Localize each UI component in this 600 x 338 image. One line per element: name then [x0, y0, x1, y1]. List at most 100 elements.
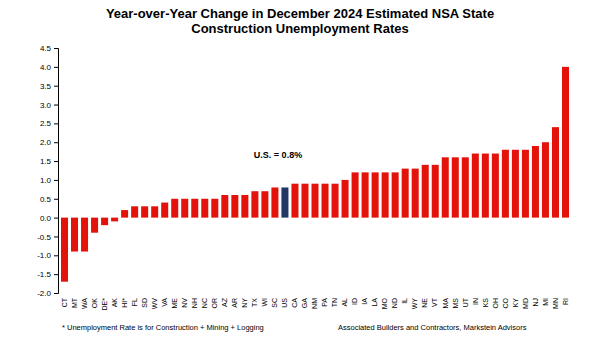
x-tick: WY: [411, 298, 418, 310]
y-axis: -2.0-1.5-1.0-0.50.00.51.01.52.02.53.03.5…: [37, 44, 58, 298]
bar: [101, 218, 108, 226]
bar: [281, 187, 288, 217]
bar: [201, 199, 208, 218]
x-tick-label: NH: [191, 298, 198, 308]
x-tick-label: NJ: [532, 298, 539, 307]
x-tick-label: VA: [161, 298, 168, 307]
bar: [452, 157, 459, 217]
x-tick: TN: [331, 298, 338, 307]
x-tick-label: TN: [331, 298, 338, 307]
title: Year-over-Year Change in December 2024 E…: [106, 6, 494, 36]
y-tick-mark: [54, 142, 58, 143]
bar: [221, 195, 228, 218]
bar: [251, 191, 258, 217]
y-tick-label: 1.5: [40, 157, 52, 166]
bar: [512, 150, 519, 218]
x-tick-label: PA: [321, 298, 328, 307]
y-tick: 2.5: [40, 119, 58, 128]
y-tick: 4.5: [40, 44, 58, 53]
x-tick: AR: [231, 298, 238, 308]
y-tick-mark: [54, 48, 58, 49]
bar: [522, 150, 529, 218]
y-tick: 1.0: [40, 176, 58, 185]
x-tick: IL: [401, 298, 408, 304]
x-tick: NM: [311, 298, 318, 309]
y-tick: -1.5: [37, 270, 58, 279]
x-tick-label: US: [281, 298, 288, 308]
x-tick-label: NC: [201, 298, 208, 308]
x-tick: MI: [542, 298, 549, 306]
x-tick-label: WA: [81, 298, 88, 309]
y-tick-mark: [54, 255, 58, 256]
x-tick: AL: [341, 298, 348, 307]
note: Associated Builders and Contractors, Mar…: [338, 323, 527, 332]
y-tick-mark: [54, 293, 58, 294]
bar: [462, 157, 469, 217]
y-tick-mark: [54, 180, 58, 181]
y-tick-mark: [54, 199, 58, 200]
y-tick-label: 4.0: [40, 63, 52, 72]
x-tick-label: CT: [61, 297, 68, 307]
x-tick-label: AR: [231, 298, 238, 308]
y-tick-mark: [54, 274, 58, 275]
x-tick: OR: [211, 298, 218, 309]
x-tick: IA: [361, 298, 368, 305]
y-tick: 3.0: [40, 101, 58, 110]
bar: [332, 184, 339, 218]
bar: [532, 146, 539, 218]
y-tick-label: 1.0: [40, 176, 52, 185]
bar: [492, 154, 499, 218]
bars: [61, 67, 569, 282]
x-tick: KY: [512, 298, 519, 308]
x-tick: SD: [141, 298, 148, 308]
y-tick-label: 2.5: [40, 119, 52, 128]
bar: [211, 199, 218, 218]
x-tick-label: DE*: [101, 298, 108, 311]
annotation: U.S. = 0.8%: [254, 150, 302, 160]
y-tick: 3.5: [40, 82, 58, 91]
bar: [392, 172, 399, 217]
title-line: Year-over-Year Change in December 2024 E…: [106, 6, 494, 21]
bar: [311, 184, 318, 218]
x-tick-label: KS: [482, 298, 489, 308]
bar: [141, 206, 148, 217]
x-tick-label: AZ: [221, 297, 228, 307]
x-tick: VT: [431, 297, 438, 307]
y-tick-mark: [54, 67, 58, 68]
bar: [542, 142, 549, 217]
x-tick: OK: [91, 298, 98, 308]
y-tick: -0.5: [37, 233, 58, 242]
x-tick-label: MO: [381, 297, 388, 309]
x-tick-label: MA: [441, 298, 448, 309]
y-tick-mark: [54, 161, 58, 162]
bar: [432, 165, 439, 218]
x-tick: TX: [251, 298, 258, 307]
x-tick-label: IL: [401, 298, 408, 304]
x-axis: CTMTWAOKDE*AKHI*FLSDWVVAMENVNHNCORAZARNY…: [61, 297, 569, 310]
y-tick-label: -1.0: [37, 251, 51, 260]
x-tick-label: NY: [241, 298, 248, 308]
y-tick-mark: [54, 86, 58, 87]
x-tick: NY: [241, 298, 248, 308]
y-tick-mark: [54, 218, 58, 219]
y-tick-label: -0.5: [37, 233, 51, 242]
x-tick: RI: [562, 298, 569, 305]
bar: [91, 218, 98, 233]
x-tick: CT: [61, 297, 68, 307]
x-tick-label: SC: [271, 298, 278, 308]
bar: [71, 218, 78, 252]
x-tick: CA: [291, 298, 298, 308]
bar: [131, 206, 138, 217]
bar: [342, 180, 349, 218]
x-tick-label: IN: [472, 298, 479, 305]
x-tick: GA: [301, 298, 308, 308]
x-tick: MT: [71, 297, 78, 308]
x-tick: FL: [131, 298, 138, 306]
x-tick-label: GA: [301, 298, 308, 308]
x-tick: MD: [522, 298, 529, 309]
x-tick: VA: [161, 298, 168, 307]
bar: [171, 199, 178, 218]
bar: [241, 195, 248, 218]
x-tick-label: NV: [181, 298, 188, 308]
bar: [472, 154, 479, 218]
